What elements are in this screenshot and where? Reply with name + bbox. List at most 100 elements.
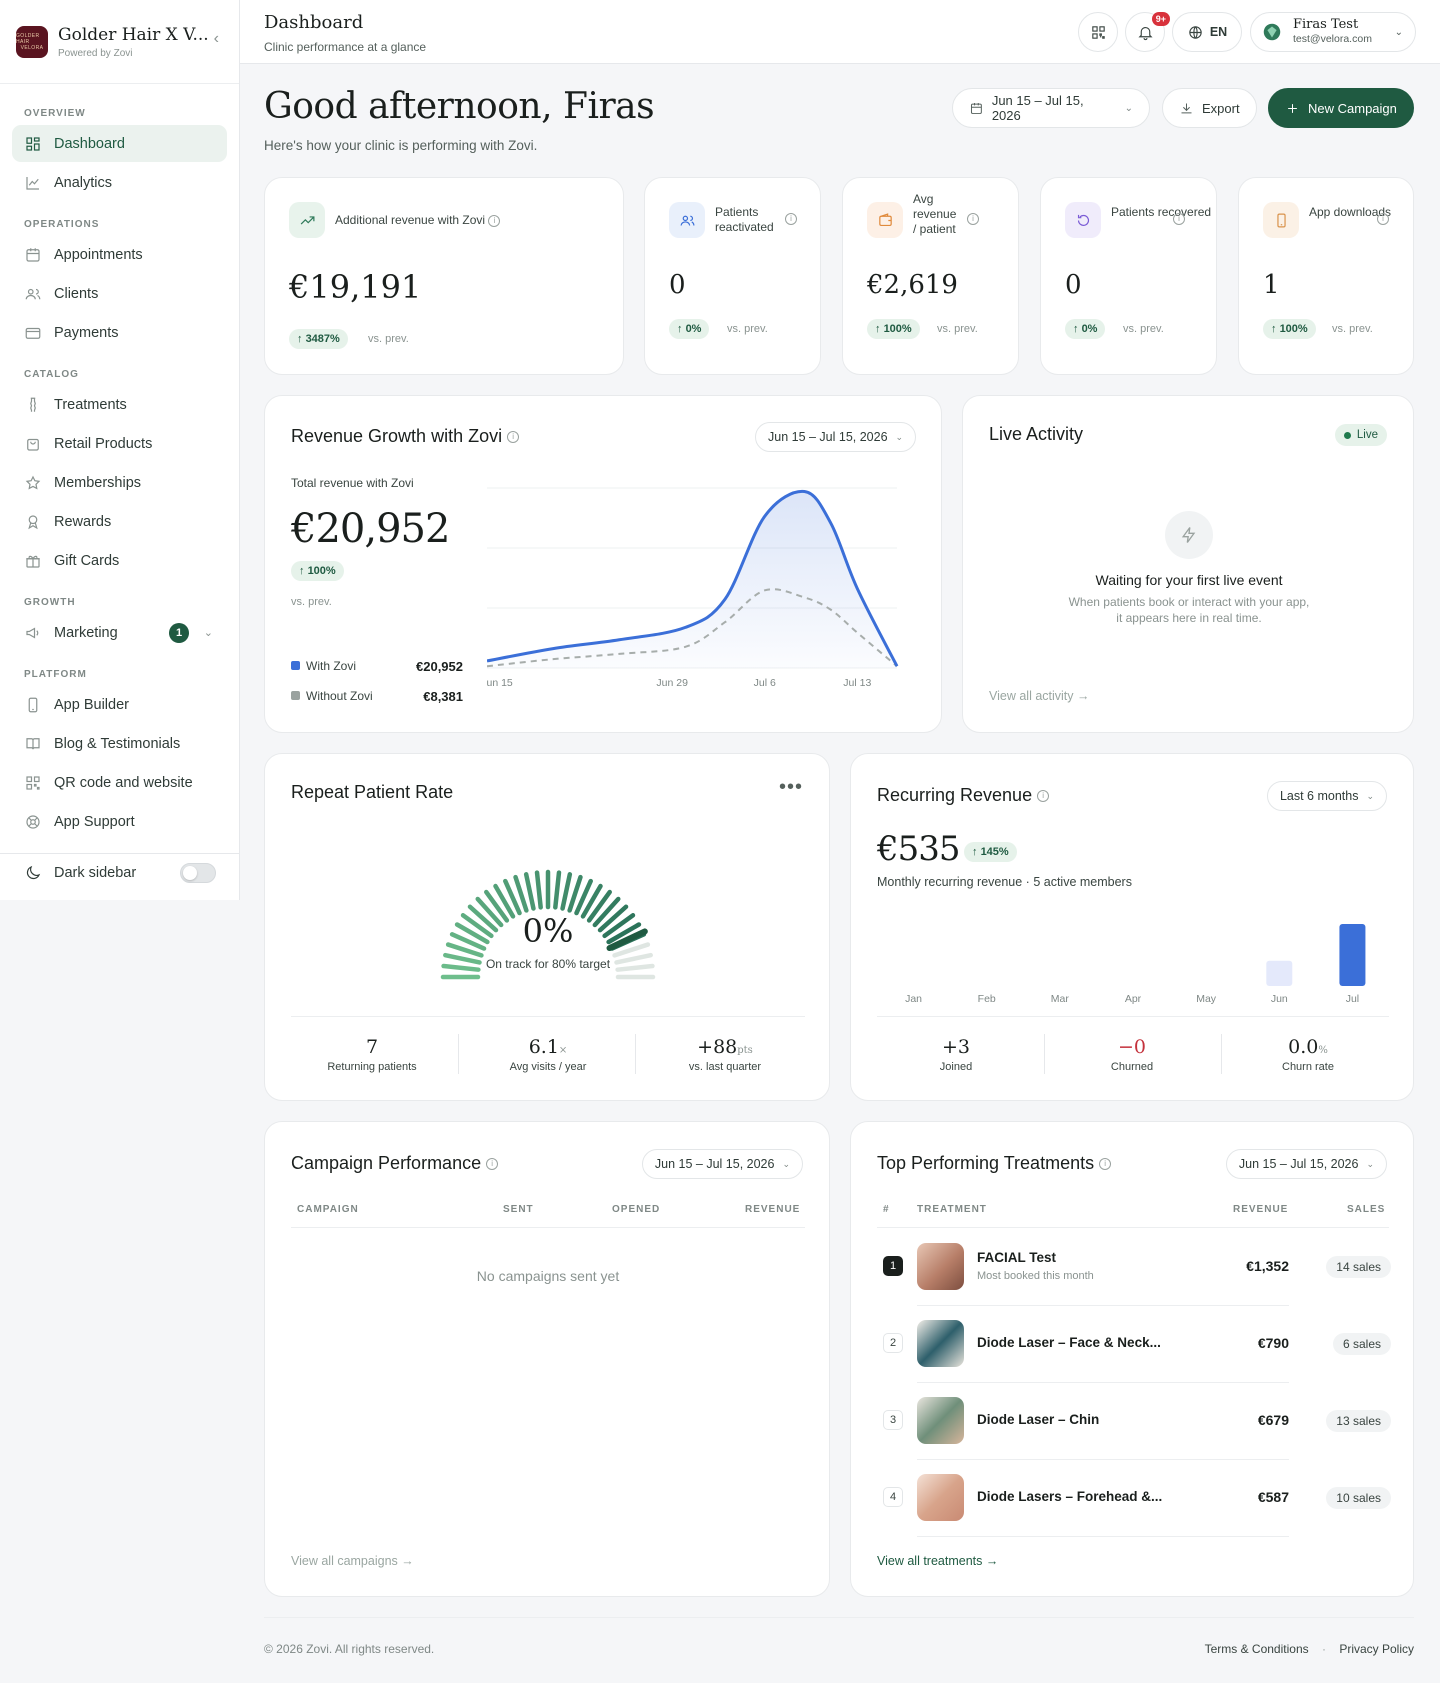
stat-joined: +3 Joined — [939, 1036, 973, 1073]
sidebar-item-rewards[interactable]: Rewards — [12, 503, 227, 540]
dark-sidebar-toggle[interactable] — [180, 863, 216, 883]
footer-separator: · — [1321, 1642, 1326, 1656]
treatment-name: Diode Laser – Face & Neck... — [977, 1335, 1161, 1350]
user-email: test@velora.com — [1293, 33, 1372, 45]
x-tick-label: Jun 29 — [656, 677, 688, 689]
sidebar-item-label: Rewards — [54, 513, 112, 530]
kpi-card-patients-reactivated: Patients reactivated i 0 ↑ 0% vs. prev. — [644, 177, 821, 375]
revenue-date-select[interactable]: Jun 15 – Jul 15, 2026 ⌄ — [755, 422, 917, 452]
card-title: Recurring Revenue i — [877, 785, 1050, 806]
stat-returning-patients: 7 Returning patients — [327, 1036, 417, 1073]
brand[interactable]: GOLDER HAIR VELORA Golder Hair X V... Pow… — [0, 0, 239, 84]
column-header: REVENUE — [1233, 1204, 1289, 1215]
language-button[interactable]: EN — [1172, 12, 1242, 52]
gauge-target-marker — [606, 928, 648, 952]
table-row[interactable]: 1 FACIAL Test Most booked this month €1,… — [877, 1228, 1397, 1306]
sidebar-item-payments[interactable]: Payments — [12, 314, 227, 351]
sidebar-item-gift-cards[interactable]: Gift Cards — [12, 542, 227, 579]
card-title: Campaign Performance i — [291, 1153, 499, 1174]
sidebar-item-app-builder[interactable]: App Builder — [12, 686, 227, 723]
gauge-tick — [560, 872, 573, 911]
view-all-activity-link[interactable]: View all activity → — [989, 689, 1090, 703]
sidebar-item-retail-products[interactable]: Retail Products — [12, 425, 227, 462]
new-campaign-button[interactable]: New Campaign — [1268, 88, 1414, 128]
export-button[interactable]: Export — [1162, 88, 1257, 128]
divider — [635, 1034, 636, 1074]
x-tick-label: Jan — [905, 993, 922, 1005]
flask-icon — [30, 397, 36, 412]
treatment-sales: 10 sales — [1326, 1487, 1391, 1509]
sidebar-item-analytics[interactable]: Analytics — [12, 164, 227, 201]
treatment-thumbnail — [917, 1320, 964, 1367]
page-subtitle: Clinic performance at a glance — [264, 40, 427, 54]
x-tick-label: Feb — [978, 993, 996, 1005]
treatments-date-select[interactable]: Jun 15 – Jul 15, 2026 ⌄ — [1225, 1149, 1387, 1179]
total-revenue-value: €20,952 — [291, 506, 450, 552]
user-menu[interactable]: Firas Test test@velora.com ⌄ — [1250, 12, 1416, 52]
treatment-revenue: €679 — [1257, 1412, 1289, 1428]
recurring-period-select[interactable]: Last 6 months ⌄ — [1266, 781, 1387, 811]
notification-badge: 9+ — [1151, 12, 1170, 26]
x-tick-label: Jul 13 — [843, 677, 871, 689]
sidebar: GOLDER HAIR VELORA Golder Hair X V... Pow… — [0, 0, 240, 900]
kpi-label: Patients recovered — [1111, 205, 1212, 219]
treatment-name: Diode Laser – Chin — [977, 1412, 1100, 1427]
campaign-date-select[interactable]: Jun 15 – Jul 15, 2026 ⌄ — [641, 1149, 803, 1179]
view-all-treatments-link[interactable]: View all treatments → — [877, 1554, 999, 1568]
globe-icon — [1189, 25, 1202, 39]
privacy-link[interactable]: Privacy Policy — [1339, 1642, 1414, 1656]
column-header: REVENUE — [745, 1204, 801, 1215]
terms-link[interactable]: Terms & Conditions — [1204, 1642, 1309, 1656]
sidebar-item-dashboard[interactable]: Dashboard — [12, 125, 227, 162]
sidebar-item-clients[interactable]: Clients — [12, 275, 227, 312]
page-title: Dashboard — [264, 12, 364, 33]
view-all-campaigns-link[interactable]: View all campaigns → — [291, 1554, 414, 1568]
card-title: Revenue Growth with Zovi i — [291, 426, 520, 447]
card-title: Live Activity — [989, 424, 1084, 444]
sidebar-item-treatments[interactable]: Treatments — [12, 386, 227, 423]
column-header: # — [883, 1204, 890, 1215]
divider — [917, 1305, 1289, 1306]
sidebar-item-label: Appointments — [54, 246, 143, 263]
notifications-button[interactable]: 9+ — [1125, 12, 1170, 52]
kpi-label: Additional revenue with Zovi i — [335, 213, 501, 228]
kpi-value: 0 — [1065, 270, 1082, 300]
chevron-down-icon[interactable]: ⌄ — [203, 627, 213, 639]
divider — [1044, 1034, 1045, 1074]
collapse-sidebar-icon[interactable]: ‹ — [213, 30, 219, 47]
sidebar-item-label: Marketing — [54, 624, 118, 641]
divider — [1221, 1034, 1222, 1074]
phone-icon — [28, 697, 38, 712]
table-row[interactable]: 2 Diode Laser – Face & Neck... €790 6 sa… — [877, 1305, 1397, 1383]
grid-icon — [26, 136, 40, 151]
treatment-thumbnail — [917, 1397, 964, 1444]
more-options-icon[interactable]: ••• — [778, 776, 803, 798]
x-tick-label: Jul — [1346, 993, 1359, 1005]
recurring-revenue-bar-chart: Jan Feb Mar Apr May Jun Jul — [905, 924, 1366, 1005]
gauge-tick — [592, 896, 621, 928]
qr-button[interactable] — [1078, 12, 1118, 52]
book-icon — [26, 737, 40, 749]
sidebar-item-marketing[interactable]: Marketing 1 ⌄ — [12, 614, 227, 651]
card-title: Repeat Patient Rate — [291, 782, 454, 802]
x-tick-label: Jun 15 — [487, 677, 513, 689]
table-row[interactable]: 3 Diode Laser – Chin €679 13 sales — [877, 1382, 1397, 1460]
card-title: Top Performing Treatments i — [877, 1153, 1112, 1174]
new-campaign-label: New Campaign — [1308, 100, 1397, 116]
sidebar-item-blog-testimonials[interactable]: Blog & Testimonials — [12, 725, 227, 762]
treatment-sub: Most booked this month — [977, 1270, 1094, 1282]
gauge-tick — [513, 874, 529, 913]
sidebar-item-app-support[interactable]: App Support — [12, 803, 227, 840]
repeat-rate-value: 0% — [522, 912, 574, 950]
calendar-icon — [26, 247, 40, 262]
stat-churn-rate: 0.0% Churn rate — [1282, 1036, 1334, 1073]
gauge-tick — [606, 922, 642, 945]
date-range-picker[interactable]: Jun 15 – Jul 15, 2026 ⌄ — [952, 88, 1150, 128]
sidebar-item-qr-code-and-website[interactable]: QR code and website — [12, 764, 227, 801]
table-row[interactable]: 4 Diode Lasers – Forehead &... €587 10 s… — [877, 1459, 1397, 1537]
bag-icon — [27, 438, 39, 451]
sidebar-item-memberships[interactable]: Memberships — [12, 464, 227, 501]
sidebar-item-appointments[interactable]: Appointments — [12, 236, 227, 273]
total-revenue-label: Total revenue with Zovi — [291, 476, 414, 490]
info-icon: i — [967, 213, 979, 225]
